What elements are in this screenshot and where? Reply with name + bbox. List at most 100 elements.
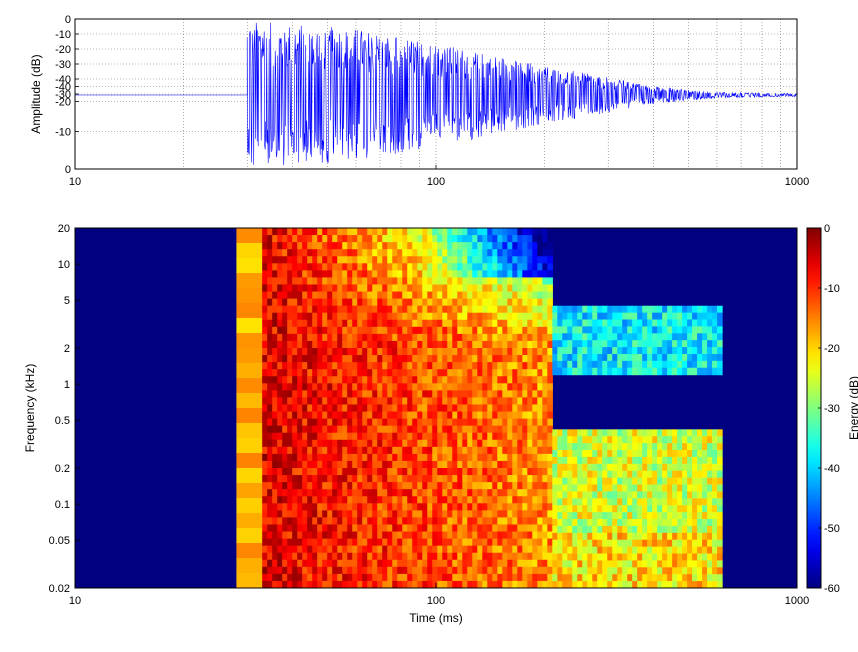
spectrogram-cell [362,446,368,455]
spectrogram-cell [682,443,688,451]
spectrogram-cell [457,305,463,314]
spectrogram-cell [452,524,458,533]
spectrogram-cell [332,475,338,483]
spectrogram-cell [632,574,638,582]
spectrogram-cell [522,580,528,588]
spectrogram-cell [552,305,558,314]
spectrogram-cell [397,355,403,363]
spectrogram-cell [532,270,538,279]
spectrogram-cell [612,519,618,527]
spectrogram-cell [377,453,383,462]
spectrogram-cell [422,362,428,370]
spectrogram-cell [532,475,538,483]
spectrogram-cell [497,362,503,370]
spectrogram-cell [307,552,313,561]
spectrogram-cell [277,503,283,511]
spectrogram-cell [582,443,588,451]
spectrogram-cell [382,256,388,264]
spectrogram-cell [717,326,723,334]
spectrogram-cell [332,277,338,286]
spectrogram-cell [282,291,288,300]
spectrogram-cell [397,545,403,554]
spectrogram-cell [297,270,303,279]
spectrogram-cell [382,425,388,434]
spectrogram-cell [302,524,308,533]
spectrogram-cell [647,546,653,555]
spectrogram-cell [707,312,713,321]
waveform-ytick-label: 0 [65,164,71,176]
spectrogram-cell [292,538,298,547]
spectrogram-cell [297,235,303,243]
spectrogram-cell [297,404,303,413]
spectrogram-cell [367,376,373,384]
waveform-signal [75,22,797,166]
spectrogram-cell [312,559,318,568]
spectrogram-cell [282,397,288,406]
spectrogram-cell [322,362,328,370]
spectrogram-cell [552,340,558,348]
spectrogram-cell [667,574,673,582]
spectrogram-cell [562,484,568,493]
spectrogram-cell [467,383,473,391]
spectrogram-cell [527,326,533,335]
spectrogram-cell [412,270,418,279]
spectrogram-cell [482,425,488,434]
spectrogram-cell [382,446,388,455]
spectrogram-cell [562,450,568,458]
spectrogram-cell [632,333,638,341]
spectrogram-cell [452,228,458,236]
spectrogram-cell [607,436,613,444]
spectrogram-cell [372,256,378,264]
spectrogram-cell [482,432,488,441]
spectrogram-cell [522,249,528,257]
spectrogram-cell [682,367,688,376]
spectrogram-cell [297,418,303,427]
spectrogram-cell [617,553,623,562]
spectrogram-cell [482,510,488,519]
spectrogram-cell [617,319,623,327]
spectrogram-cell [602,463,608,472]
spectrogram-cell [512,228,518,236]
spectrogram-cell [702,553,708,562]
spectrogram-cell [457,517,463,526]
spectrogram-cell [522,545,528,554]
spectrogram-cell [277,538,283,547]
spectrogram-cell [467,291,473,300]
spectrogram-cell [392,453,398,462]
spectrogram-cell [307,475,313,483]
spectrogram-cell [672,532,678,541]
spectrogram-cell [502,270,508,279]
spectrogram-cell [632,567,638,575]
spectrogram-cell [672,347,678,355]
spectrogram-cell [282,545,288,554]
spectrogram-cell [477,531,483,540]
spectrogram-cell [562,567,568,575]
spectrogram-cell [347,425,353,434]
spectrogram-cell [627,319,633,327]
spectrogram-cell [547,348,553,356]
spectrogram-cell [417,573,423,582]
spectrogram-cell [282,460,288,469]
spectrogram-cell [672,553,678,562]
colorbar-tick-label: -20 [824,343,840,355]
spectrogram-cell [337,531,343,540]
spectrogram-cell [477,383,483,391]
spectrogram-cell [492,453,498,462]
spectrogram-cell [542,489,548,497]
spectrogram-cell [567,450,573,458]
spectrogram-cell [282,425,288,434]
spectrogram-cell [282,468,288,476]
spectrogram-cell [517,573,523,582]
spectrogram-cell [697,567,703,575]
spectrogram-cell [337,312,343,321]
spectrogram-cell [297,298,303,307]
spectrogram-cell [387,242,393,250]
spectrogram-cell [487,263,493,271]
spectrogram-cell [592,347,598,355]
spectrogram-cell [717,512,723,520]
spectrogram-cell [592,436,598,444]
spectrogram-cell [287,397,293,406]
spectrogram-cell [622,456,628,465]
spectrogram-cell [512,383,518,391]
spectrogram-cell [492,340,498,349]
